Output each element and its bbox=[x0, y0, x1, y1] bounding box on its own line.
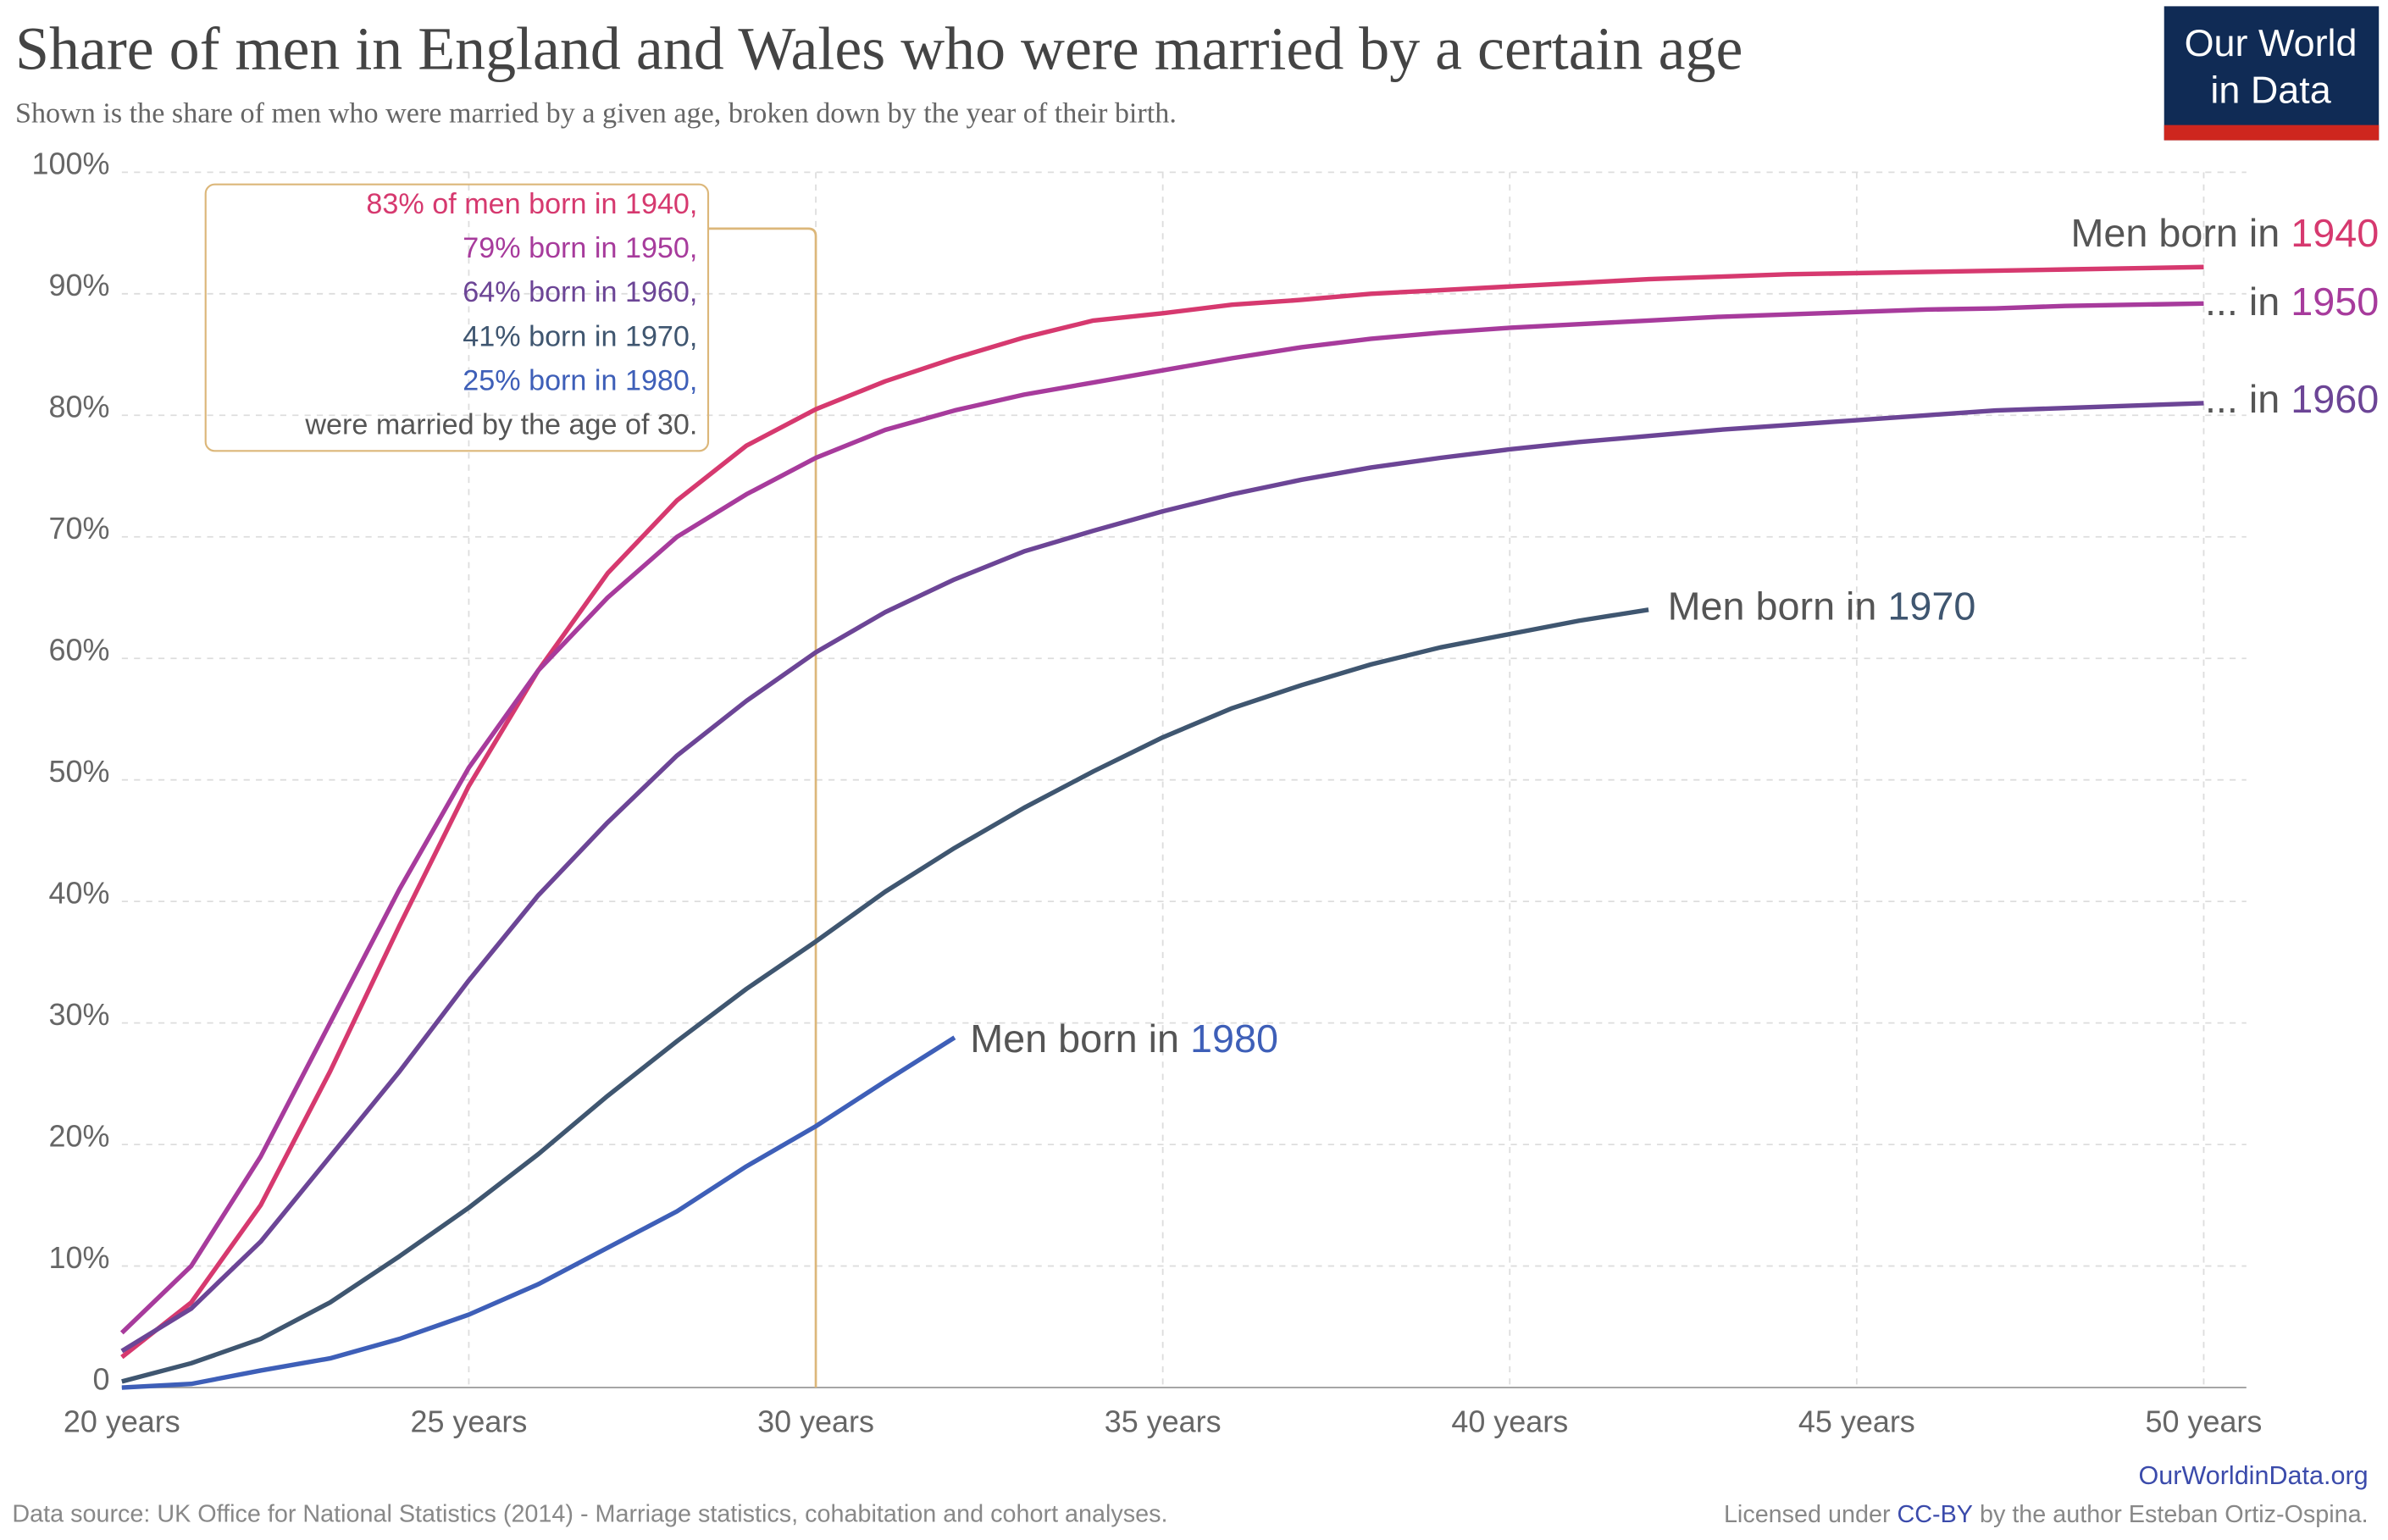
series-label-prefix: Men born in bbox=[970, 1017, 1179, 1061]
series-label: Men born in 1940 bbox=[2070, 211, 2379, 255]
annotation-text: 79% born in 1950, bbox=[463, 232, 697, 264]
license-text: by the author Esteban Ortiz-Ospina. bbox=[1973, 1501, 2369, 1528]
series-label-prefix: ... in bbox=[2205, 280, 2280, 324]
series-label: Men born in 1970 bbox=[1668, 584, 1976, 629]
x-tick-label: 30 years bbox=[757, 1404, 874, 1439]
y-tick-label: 50% bbox=[49, 754, 110, 789]
series-line bbox=[120, 401, 2204, 1354]
x-tick-label: 20 years bbox=[64, 1404, 180, 1439]
x-tick-label: 45 years bbox=[1798, 1404, 1915, 1439]
y-tick-label: 20% bbox=[49, 1118, 110, 1153]
annotation-text: 41% born in 1970, bbox=[463, 320, 697, 352]
series-label-name: 1960 bbox=[2291, 377, 2379, 421]
series-label-name: 1940 bbox=[2291, 211, 2379, 255]
y-tick-label: 100% bbox=[32, 147, 110, 181]
x-tick-label: 50 years bbox=[2146, 1404, 2263, 1439]
y-tick-label: 40% bbox=[49, 875, 110, 910]
logo-text: Our World bbox=[2185, 21, 2358, 64]
annotation-text: 25% born in 1980, bbox=[463, 364, 697, 396]
series-line bbox=[121, 1035, 956, 1390]
series-line bbox=[121, 607, 1649, 1384]
y-tick-label: 10% bbox=[49, 1240, 110, 1275]
series-label-prefix: Men born in bbox=[2070, 211, 2280, 255]
annotation-text: 83% of men born in 1940, bbox=[366, 188, 697, 220]
series-label: ... in 1950 bbox=[2205, 280, 2379, 324]
chart-subtitle: Shown is the share of men who were marri… bbox=[15, 98, 1177, 130]
series-line bbox=[120, 264, 2204, 1360]
y-tick-label: 0 bbox=[92, 1361, 109, 1396]
y-tick-label: 60% bbox=[49, 633, 110, 668]
series-label-name: 1950 bbox=[2291, 280, 2379, 324]
y-tick-label: 90% bbox=[49, 268, 110, 302]
source: Data source: UK Office for National Stat… bbox=[12, 1501, 1167, 1528]
site-link[interactable]: OurWorldinData.org bbox=[2139, 1461, 2369, 1490]
x-tick-label: 35 years bbox=[1105, 1404, 1222, 1439]
logo-text: in Data bbox=[2210, 69, 2330, 112]
annotation-box bbox=[204, 183, 710, 452]
series-label-name: 1980 bbox=[1190, 1017, 1278, 1061]
series-label-prefix: Men born in bbox=[1668, 584, 1877, 629]
series-label-prefix: ... in bbox=[2205, 377, 2280, 421]
logo-bar bbox=[2164, 125, 2380, 141]
annotation-line bbox=[707, 227, 817, 1388]
x-tick-label: 40 years bbox=[1451, 1404, 1568, 1439]
series-label: Men born in 1980 bbox=[970, 1017, 1278, 1061]
x-tick-label: 25 years bbox=[411, 1404, 528, 1439]
series-label: ... in 1960 bbox=[2205, 377, 2379, 421]
y-tick-label: 70% bbox=[49, 511, 110, 546]
license: Licensed under CC-BY by the author Esteb… bbox=[1724, 1501, 2369, 1528]
license-link[interactable]: CC-BY bbox=[1898, 1501, 1973, 1528]
license-text: Licensed under bbox=[1724, 1501, 1898, 1528]
series-line bbox=[119, 301, 2204, 1335]
annotation-text: were married by the age of 30. bbox=[304, 409, 697, 441]
y-tick-label: 80% bbox=[49, 390, 110, 424]
annotation-text: 64% born in 1960, bbox=[463, 276, 697, 308]
logo-box[interactable] bbox=[2164, 6, 2380, 141]
series-label-name: 1970 bbox=[1887, 584, 1975, 629]
y-tick-label: 30% bbox=[49, 997, 110, 1032]
chart-title: Share of men in England and Wales who we… bbox=[15, 14, 1743, 82]
